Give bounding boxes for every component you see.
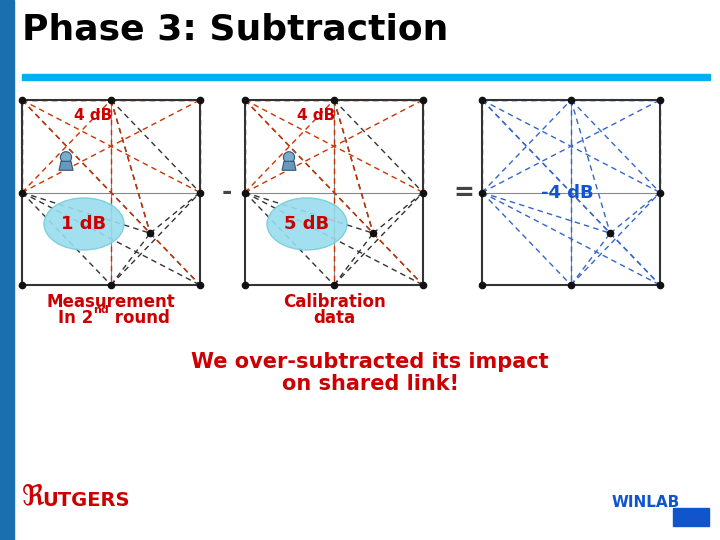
- Text: ℜ: ℜ: [22, 482, 45, 510]
- Text: -: -: [222, 180, 232, 205]
- Text: =: =: [454, 180, 474, 205]
- Bar: [22, 100, 200, 285]
- Bar: [0, 0, 14, 540]
- Ellipse shape: [267, 198, 347, 250]
- Text: Phase 3: Subtraction: Phase 3: Subtraction: [22, 13, 449, 47]
- Text: data: data: [313, 309, 355, 327]
- Text: Measurement: Measurement: [47, 293, 176, 311]
- Text: In 2: In 2: [58, 309, 93, 327]
- Text: round: round: [109, 309, 170, 327]
- Text: 1 dB: 1 dB: [61, 215, 107, 233]
- Text: 5 dB: 5 dB: [284, 215, 330, 233]
- Bar: [245, 100, 423, 285]
- Text: WINLAB: WINLAB: [612, 495, 680, 510]
- Text: We over-subtracted its impact: We over-subtracted its impact: [192, 352, 549, 372]
- Ellipse shape: [44, 198, 124, 250]
- Text: UTGERS: UTGERS: [42, 491, 130, 510]
- Text: Calibration: Calibration: [283, 293, 385, 311]
- Bar: [482, 100, 660, 285]
- Text: 4 dB: 4 dB: [297, 108, 336, 123]
- Text: -4 dB: -4 dB: [541, 184, 594, 201]
- Text: 38: 38: [691, 497, 705, 507]
- Bar: [673, 508, 709, 526]
- Text: nd: nd: [93, 305, 109, 315]
- Polygon shape: [282, 161, 296, 170]
- Bar: [22, 74, 710, 80]
- Text: on shared link!: on shared link!: [282, 374, 459, 394]
- Text: 4 dB: 4 dB: [74, 108, 112, 123]
- Circle shape: [60, 152, 71, 163]
- Circle shape: [284, 152, 294, 163]
- Polygon shape: [59, 161, 73, 170]
